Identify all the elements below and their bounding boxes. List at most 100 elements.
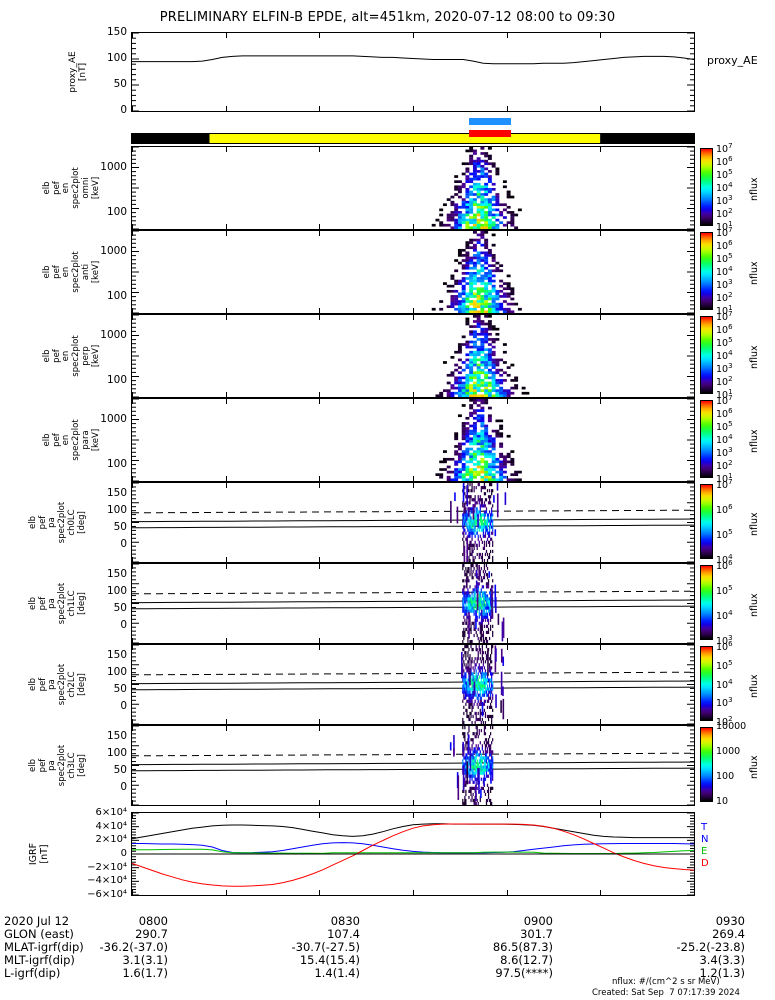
colorbar-tick: 10: [716, 796, 729, 807]
colorbar-tick: 103: [716, 194, 733, 208]
colorbar-elb-pef-pa-spec2plot-ch3LC: [700, 727, 713, 802]
bottom-cell: 1.4(1.4): [314, 966, 360, 980]
colorbar-tick: 105: [716, 252, 733, 266]
colorbar-tick: 107: [716, 478, 733, 492]
colorbar-tick: 104: [716, 181, 733, 195]
ytick-label: 1000: [100, 413, 127, 426]
colorbar-tick: 105: [716, 420, 733, 434]
ytick-label: 4×10⁴: [95, 820, 127, 832]
colorbar-tick: 103: [716, 362, 733, 376]
bottom-row-label: MLT-igrf(dip): [4, 953, 75, 967]
ytick-label: 100: [106, 585, 127, 598]
panel-elb-pef-pa-spec2plot-ch2LC: [131, 644, 695, 725]
colorbar-tick: 106: [716, 323, 733, 337]
colorbar-elb-pef-pa-spec2plot-ch1LC: [700, 565, 713, 640]
colorbar-elb-pef-en-spec2plot-para: [700, 400, 713, 478]
nflux-units-note: nflux: #/(cm^2 s sr MeV): [612, 977, 720, 987]
colorbar-tick: 104: [716, 677, 733, 691]
colorbar-tick: 106: [716, 640, 733, 654]
ytick-label: 1000: [100, 161, 127, 174]
colorbar-label: nflux: [749, 261, 760, 285]
ytick-label: 150: [106, 730, 127, 743]
colorbar-tick: 107: [716, 142, 733, 156]
colorbar-tick: 103: [716, 696, 733, 710]
panel-elb-pef-en-spec2plot-anti: [131, 230, 695, 314]
bottom-cell: 97.5(****): [495, 966, 553, 980]
colorbar-tick: 106: [716, 503, 733, 517]
ytick-label: 50: [113, 764, 127, 777]
igrf-legend-N: N: [701, 834, 709, 845]
colorbar-tick: 104: [716, 349, 733, 363]
colorbar-label: nflux: [749, 754, 760, 779]
ytick-label: 6×10⁴: [95, 807, 127, 818]
colorbar-tick: 105: [716, 528, 733, 542]
ytick-label: 50: [113, 521, 127, 534]
colorbar-tick: 106: [716, 407, 733, 421]
ytick-label: 100: [106, 51, 127, 64]
colorbar-label: nflux: [749, 673, 760, 698]
ytick-label: −4×10⁴: [87, 875, 127, 887]
colorbar-tick: 102: [716, 375, 733, 389]
colorbar-tick: 101: [716, 304, 733, 318]
ytick-label: 100: [106, 289, 127, 302]
bottom-cell: 269.4: [712, 927, 745, 941]
igrf-legend-T: T: [701, 822, 708, 833]
ytick-label: 50: [113, 602, 127, 615]
colorbar-tick: 104: [716, 553, 733, 567]
colorbar-tick: 105: [716, 658, 733, 672]
ytick-label: 100: [106, 504, 127, 517]
panel-elb-pef-en-spec2plot-para: [131, 398, 695, 482]
ytick-label: 100: [106, 747, 127, 760]
ytick-label: −6×10⁴: [87, 889, 127, 900]
ytick-label: 0: [120, 538, 127, 551]
ytick-label: 50: [113, 78, 127, 90]
colorbar-elb-pef-en-spec2plot-anti: [700, 232, 713, 310]
colorbar-tick: 102: [716, 291, 733, 305]
bottom-cell: 290.7: [135, 927, 168, 941]
colorbar-tick: 103: [716, 634, 733, 648]
ytick-label: 1000: [100, 329, 127, 342]
ytick-label: 100: [106, 373, 127, 386]
created-timestamp: Created: Sat Sep 7 07:17:39 2024: [592, 988, 740, 998]
colorbar-tick: 10000: [716, 721, 747, 732]
panel-elb-pef-pa-spec2plot-ch0LC: [131, 482, 695, 563]
bottom-cell: -36.2(-37.0): [99, 940, 168, 954]
colorbar-tick: 107: [716, 226, 733, 240]
panel-proxy_AE: [131, 32, 695, 112]
colorbar-tick: 101: [716, 220, 733, 234]
colorbar-tick: 106: [716, 239, 733, 253]
ytick-label: 150: [106, 568, 127, 581]
bottom-cell: 0830: [330, 914, 360, 928]
bottom-cell: 3.1(3.1): [122, 953, 168, 967]
colorbar-tick: 106: [716, 155, 733, 169]
colorbar-tick: 104: [716, 609, 733, 623]
ytick-label: 0: [120, 619, 127, 632]
panel-elb-pef-en-spec2plot-perp: [131, 314, 695, 398]
ytick-label: 100: [106, 666, 127, 679]
colorbar-tick: 102: [716, 207, 733, 221]
colorbar-tick: 102: [716, 715, 733, 729]
colorbar-tick: 101: [716, 472, 733, 486]
colorbar-tick: 100: [716, 771, 735, 782]
igrf-legend-D: D: [701, 858, 709, 869]
bottom-cell: -25.2(-23.8): [676, 940, 745, 954]
colorbar-tick: 1000: [716, 746, 741, 757]
colorbar-tick: 102: [716, 459, 733, 473]
proxy-ae-right-label: proxy_AE: [707, 54, 758, 67]
bottom-cell: 0930: [715, 914, 745, 928]
event-marker-red: [469, 130, 512, 137]
colorbar-tick: 105: [716, 168, 733, 182]
bottom-cell: 15.4(15.4): [299, 953, 360, 967]
ytick-label: 1000: [100, 245, 127, 258]
ytick-label: 0: [120, 781, 127, 794]
ytick-label: 150: [106, 487, 127, 500]
ytick-label: −2×10⁴: [87, 861, 127, 873]
colorbar-tick: 103: [716, 446, 733, 460]
colorbar-tick: 101: [716, 388, 733, 402]
colorbar-elb-pef-pa-spec2plot-ch0LC: [700, 484, 713, 559]
ytick-label: 2×10⁴: [95, 834, 127, 846]
colorbar-tick: 107: [716, 394, 733, 408]
colorbar-tick: 105: [716, 336, 733, 350]
colorbar-label: nflux: [749, 345, 760, 369]
ytick-label: 0: [120, 848, 127, 859]
